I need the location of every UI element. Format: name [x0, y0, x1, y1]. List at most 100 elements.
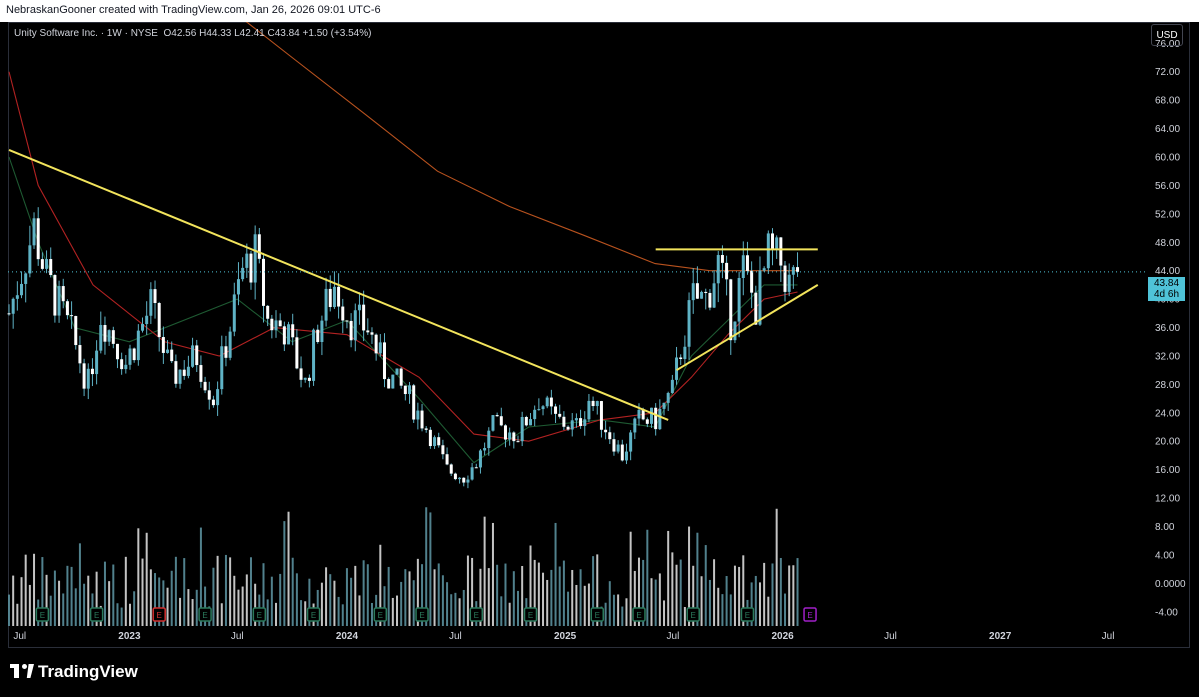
earnings-marker[interactable]: E — [469, 607, 484, 622]
volume-bar — [162, 580, 165, 626]
earnings-marker-label: E — [40, 611, 45, 620]
earnings-marker[interactable]: E — [306, 607, 321, 622]
candle-body — [90, 368, 94, 375]
candle-body — [374, 334, 378, 354]
tradingview-logo[interactable]: TradingView — [10, 662, 138, 682]
candle-body — [182, 369, 186, 376]
volume-bar — [233, 575, 236, 626]
candle-body — [120, 359, 124, 370]
currency-button[interactable]: USD — [1151, 24, 1183, 46]
candle-body — [691, 283, 695, 301]
volume-bar — [275, 602, 278, 626]
volume-bar — [512, 571, 515, 626]
candle-body — [779, 237, 783, 266]
candle-body — [107, 330, 111, 342]
volume-bar — [758, 582, 761, 626]
time-axis-label: Jul — [449, 631, 462, 642]
volume-bar — [120, 607, 123, 626]
earnings-marker[interactable]: E — [152, 607, 166, 622]
volume-bar — [174, 556, 177, 626]
price-chart[interactable]: 76.00 72.00 68.00 64.00 60.00 56.00 52.00 48.00… — [0, 22, 1199, 648]
candle-body — [328, 288, 332, 308]
earnings-marker[interactable]: E — [740, 607, 755, 622]
volume-bar — [383, 586, 386, 626]
candle-body — [650, 407, 654, 424]
volume-bar — [471, 557, 474, 626]
candle-body — [624, 451, 628, 461]
candle-body — [282, 326, 286, 345]
volume-bar — [633, 570, 636, 626]
earnings-marker[interactable]: E — [632, 607, 646, 622]
earnings-marker[interactable]: E — [803, 607, 817, 622]
candle-body — [437, 437, 441, 446]
candle-body — [391, 374, 395, 389]
time-axis-label: 2027 — [989, 631, 1012, 642]
candle-body — [236, 279, 240, 295]
candle-body — [483, 448, 487, 451]
candle-body — [53, 275, 57, 316]
volume-bar — [700, 576, 703, 626]
candle-body — [720, 255, 724, 263]
volume-bar — [441, 575, 444, 626]
candle-body — [312, 329, 316, 381]
volume-bar — [688, 526, 691, 626]
volume-bar — [487, 568, 490, 626]
volume-bar — [329, 574, 332, 626]
candle-body — [174, 361, 178, 384]
time-axis-label: 2024 — [336, 631, 359, 642]
price-axis-label: 24.00 — [1155, 408, 1180, 419]
candle-body — [49, 259, 53, 276]
volume-bar — [496, 564, 499, 626]
earnings-marker[interactable]: E — [686, 607, 700, 622]
volume-bar — [483, 516, 486, 626]
candle-body — [78, 345, 82, 364]
candle-body — [549, 397, 553, 407]
candle-body — [408, 385, 412, 395]
candle-body — [537, 409, 541, 411]
volume-bar — [283, 521, 286, 626]
candle-body — [687, 300, 691, 347]
volume-bar — [87, 575, 90, 626]
volume-bar — [775, 508, 778, 626]
earnings-marker-label: E — [528, 611, 533, 620]
earnings-marker[interactable]: E — [590, 607, 605, 622]
volume-bar — [792, 565, 795, 626]
candle-body — [320, 320, 324, 342]
price-axis-label: 72.00 — [1155, 67, 1180, 78]
candle-body — [428, 429, 432, 447]
volume-bar — [583, 585, 586, 626]
earnings-marker[interactable]: E — [35, 607, 50, 622]
volume-bar — [617, 594, 620, 626]
volume-bar — [508, 602, 511, 626]
candle-body — [307, 377, 311, 381]
earnings-marker[interactable]: E — [89, 607, 104, 622]
candle-body — [595, 401, 599, 407]
volume-bar — [8, 594, 10, 626]
price-axis-label: 12.00 — [1155, 494, 1180, 505]
earnings-marker[interactable]: E — [198, 607, 212, 622]
earnings-marker[interactable]: E — [523, 607, 538, 622]
volume-bar — [149, 569, 152, 626]
volume-bar — [387, 566, 390, 626]
earnings-marker[interactable]: E — [415, 607, 429, 622]
candle-body — [775, 237, 779, 250]
candle-body — [261, 258, 265, 306]
candle-body — [57, 286, 61, 316]
volume-bar — [137, 528, 140, 626]
candle-body — [750, 270, 754, 293]
candle-body — [462, 477, 466, 483]
candle-body — [495, 415, 499, 417]
candle-body — [40, 259, 44, 269]
volume-bar — [362, 560, 365, 626]
volume-bar — [721, 594, 724, 626]
earnings-marker[interactable]: E — [373, 607, 388, 622]
volume-bar — [646, 529, 649, 626]
candle-body — [441, 445, 445, 455]
candle-body — [316, 329, 320, 342]
candle-body — [424, 428, 428, 430]
earnings-marker[interactable]: E — [252, 607, 267, 622]
time-axis-label: 2025 — [554, 631, 577, 642]
earnings-marker-box — [35, 607, 50, 622]
tradingview-logo-text: TradingView — [38, 662, 138, 681]
volume-bar — [187, 589, 190, 626]
